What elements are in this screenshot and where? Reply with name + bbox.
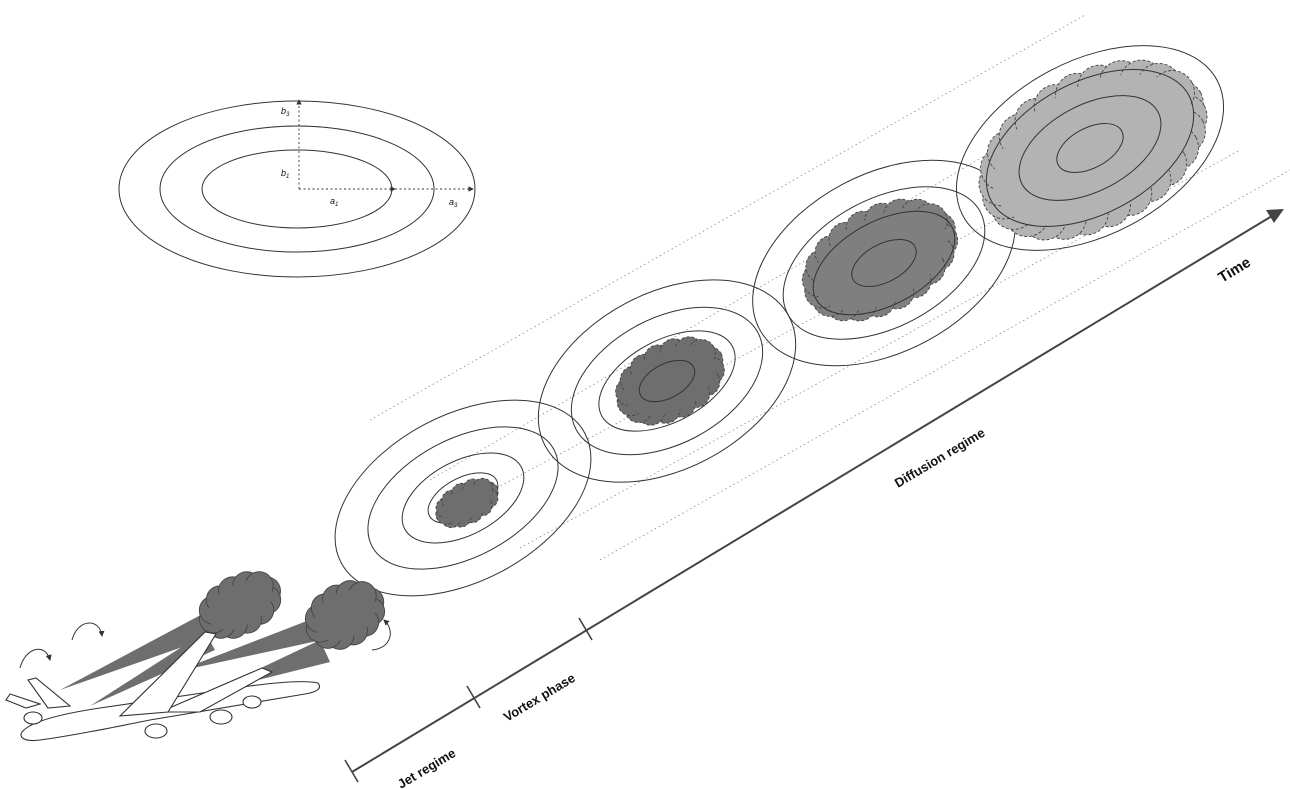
label-b3: b3 — [281, 106, 290, 118]
cloud-body — [441, 484, 493, 522]
cloud-body — [813, 209, 947, 311]
cloud-body — [314, 589, 376, 641]
cloud-body — [207, 580, 273, 630]
plume-stage-4-core — [985, 69, 1195, 227]
phase-label-vortex: Vortex phase — [501, 670, 578, 724]
time-label: Time — [1215, 254, 1254, 286]
phase-label-diffusion: Diffusion regime — [892, 425, 988, 491]
plume-stage-4 — [955, 45, 1225, 251]
reference-ellipse: b3 b1 a1 a3 — [118, 99, 476, 278]
airplane-icon — [5, 631, 321, 742]
plume-stage-3-core — [812, 210, 956, 316]
phase-label-jet: Jet regime — [395, 745, 458, 789]
vortex-swirl-icon — [19, 619, 391, 669]
plume-cloud-2 — [615, 336, 725, 426]
plume-cloud-4 — [978, 59, 1208, 241]
label-a3: a3 — [449, 197, 458, 209]
time-axis — [344, 209, 1284, 783]
cloud-body — [993, 74, 1193, 226]
label-b1: b1 — [281, 168, 289, 180]
plume-stage-2-core — [638, 359, 696, 403]
wake-cloud-left — [198, 571, 282, 639]
wake-cloud-right — [304, 580, 386, 650]
plume-cloud-3 — [801, 198, 959, 322]
label-a1: a1 — [330, 196, 338, 208]
plume-cloud-1 — [435, 477, 499, 529]
cloud-body — [624, 346, 716, 416]
